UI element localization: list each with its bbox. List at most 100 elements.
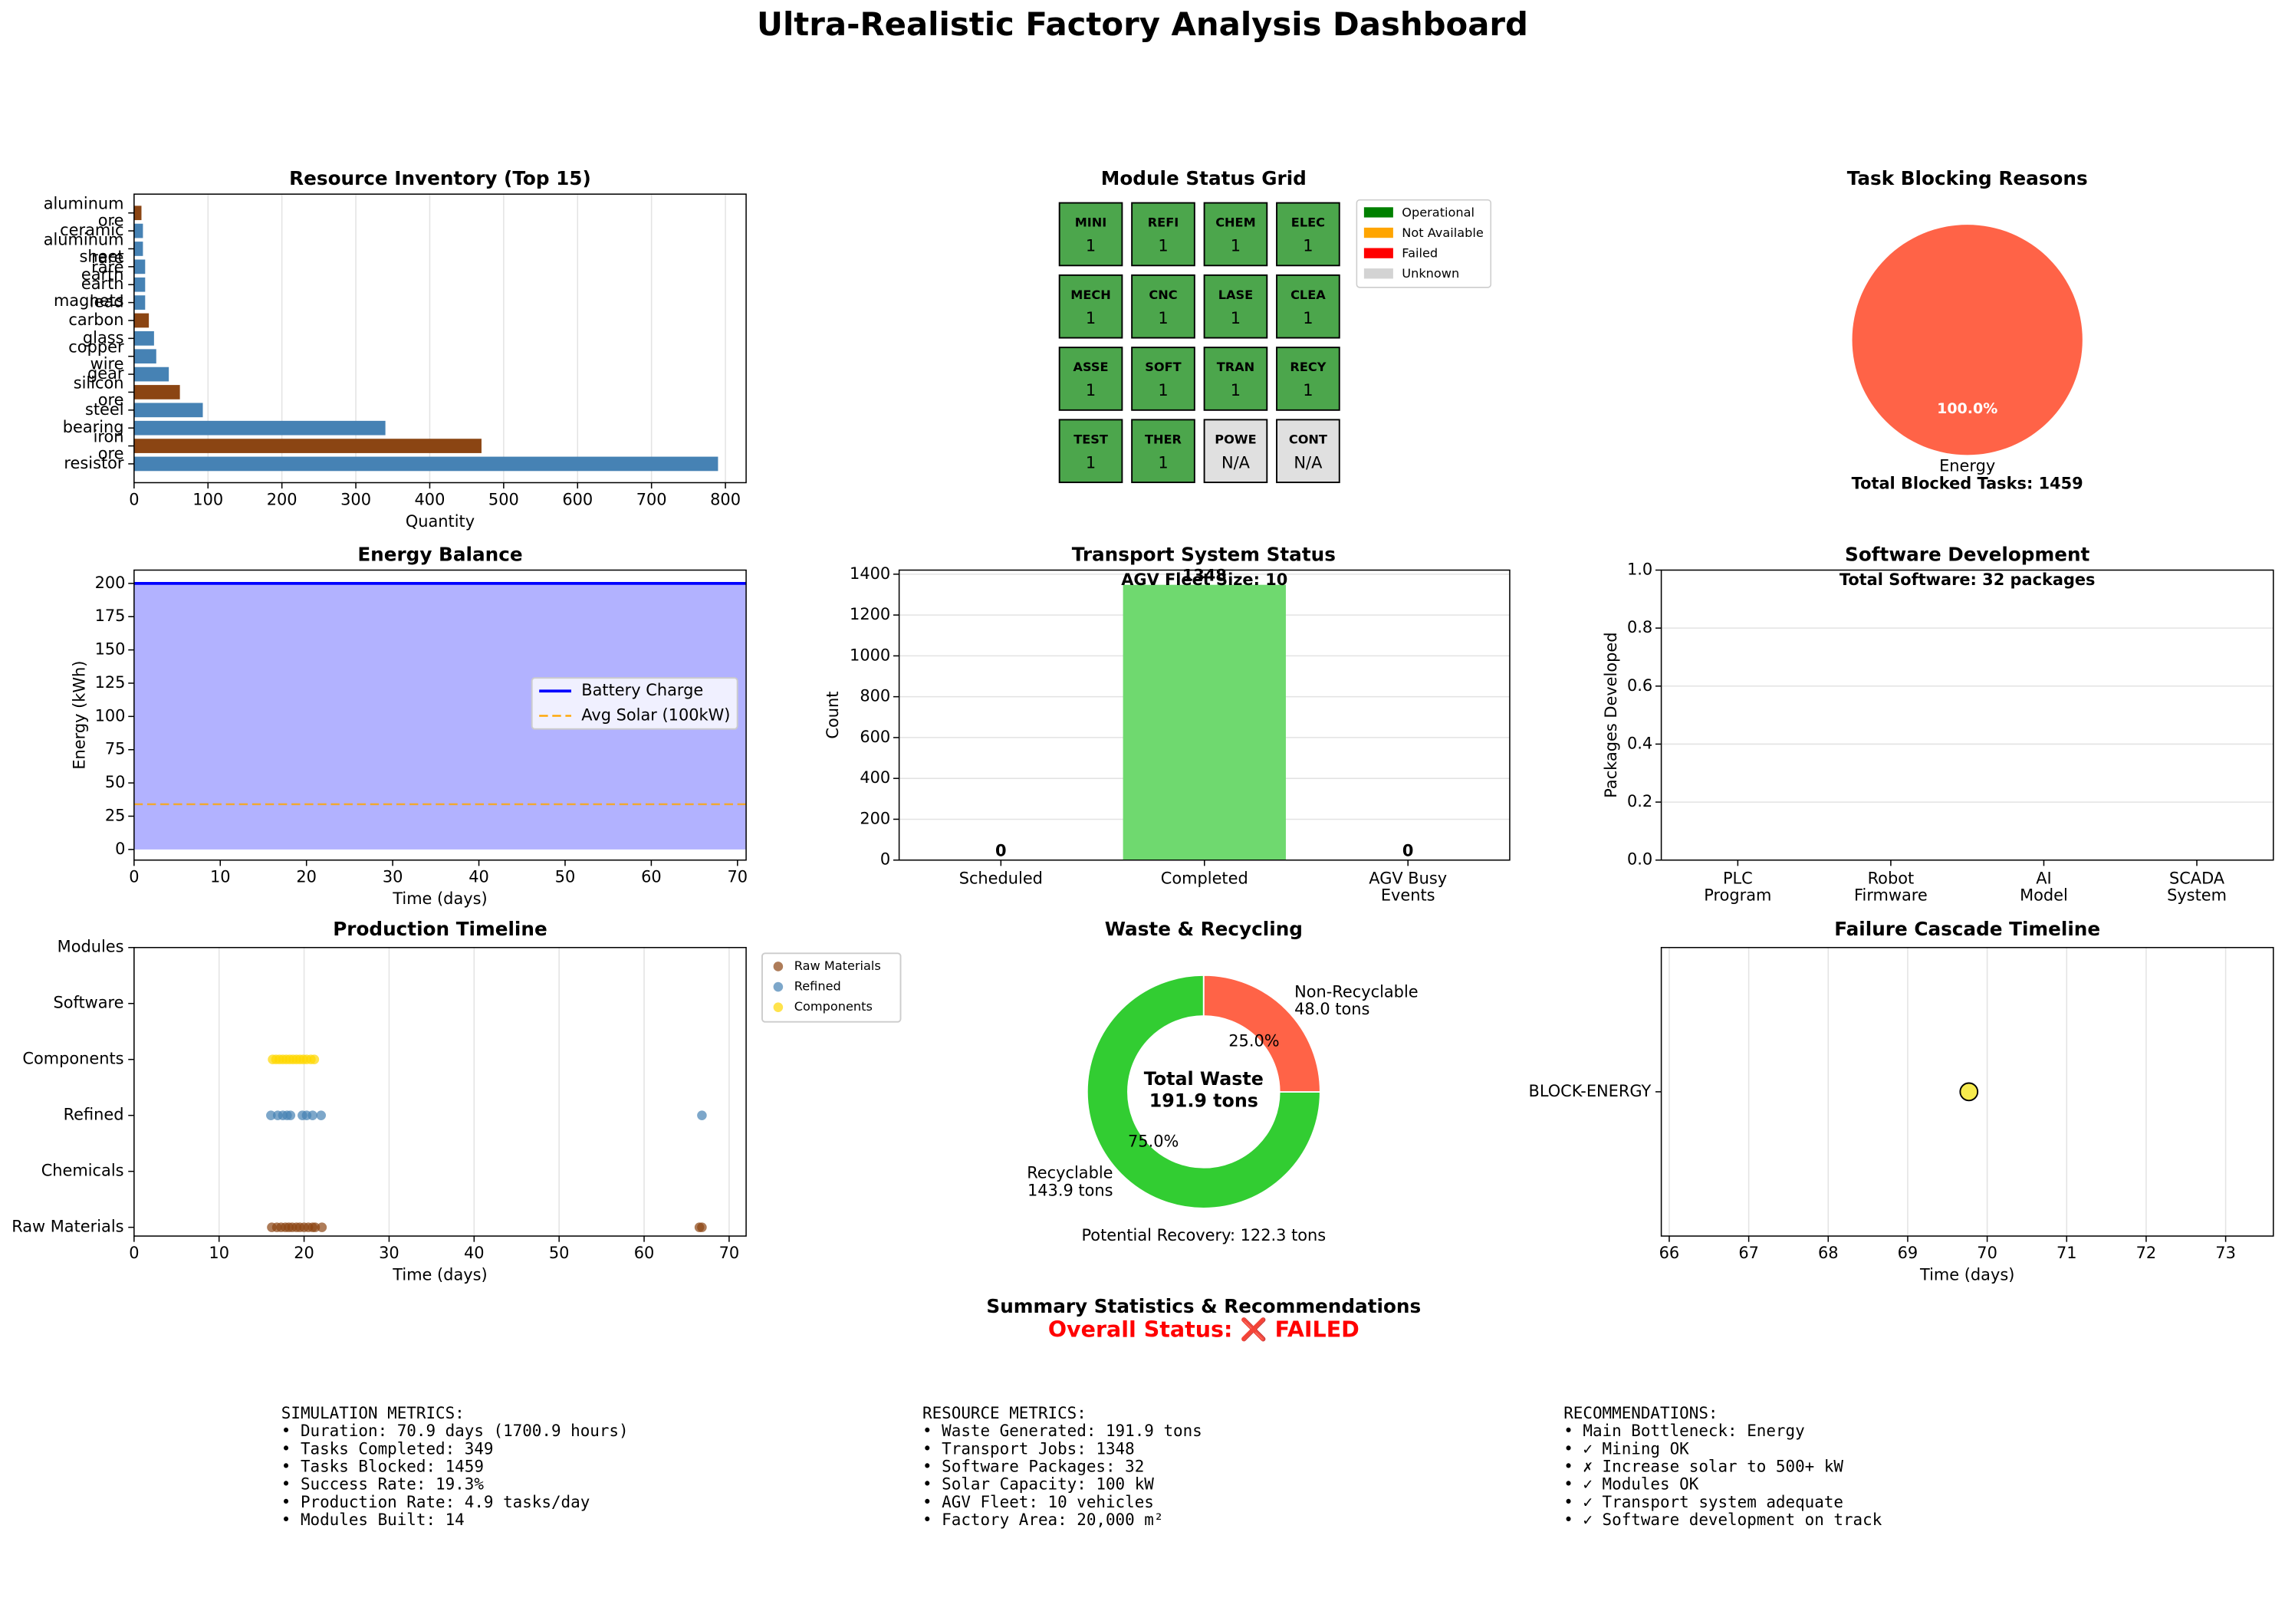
summary-line: • ✓ Software development on track bbox=[1563, 1511, 1882, 1529]
y-tick-label: Software bbox=[53, 994, 123, 1012]
y-tick-label: aluminum sheet bbox=[44, 230, 124, 265]
cell-value: 1 bbox=[1158, 237, 1168, 255]
y-tick-label: 50 bbox=[105, 773, 126, 791]
cell-value: 1 bbox=[1231, 381, 1241, 399]
status-cell bbox=[1203, 419, 1268, 484]
annotation: Total Blocked Tasks: 1459 bbox=[1852, 474, 2083, 492]
y-tick-label: 0.4 bbox=[1627, 734, 1652, 752]
cell-label: CHEM bbox=[1215, 215, 1255, 230]
cell-label: THER bbox=[1145, 432, 1182, 446]
y-tick-label: 800 bbox=[860, 687, 890, 705]
status-cell bbox=[1058, 274, 1123, 339]
chart-title: Failure Cascade Timeline bbox=[1834, 918, 2100, 940]
chart-title: Module Status Grid bbox=[1101, 167, 1307, 189]
cell-value: 1 bbox=[1303, 309, 1313, 327]
point bbox=[697, 1110, 707, 1120]
y-tick-label: 75 bbox=[105, 740, 126, 758]
plot-frame bbox=[133, 193, 747, 484]
chart-title: Waste & Recycling bbox=[1105, 918, 1303, 940]
status-cell bbox=[1058, 347, 1123, 411]
x-tick-label: 700 bbox=[636, 490, 667, 508]
cell-label: ELEC bbox=[1291, 215, 1325, 230]
value-label: 1348 bbox=[1182, 566, 1227, 584]
legend-swatch bbox=[1363, 227, 1393, 238]
chart-title: Software Development bbox=[1845, 544, 2089, 566]
y-tick-label: 125 bbox=[95, 673, 126, 692]
slice-percent-label: 25.0% bbox=[1228, 1031, 1279, 1050]
legend-label: Unknown bbox=[1402, 266, 1459, 281]
bar bbox=[133, 277, 146, 292]
x-tick-label: 10 bbox=[210, 868, 231, 886]
legend-swatch bbox=[773, 962, 784, 971]
cell-value: 1 bbox=[1086, 237, 1096, 255]
summary-line: • ✓ Mining OK bbox=[1563, 1439, 1689, 1458]
y-tick-label: 0.2 bbox=[1627, 792, 1652, 810]
x-tick-label: 30 bbox=[379, 1244, 399, 1262]
summary-line: • Modules Built: 14 bbox=[281, 1511, 465, 1529]
x-tick-label: 0 bbox=[129, 490, 139, 508]
x-tick-label: PLC Program bbox=[1704, 869, 1771, 904]
center-value: 191.9 tons bbox=[1149, 1090, 1258, 1112]
cell-label: SOFT bbox=[1145, 360, 1181, 374]
cell-value: 1 bbox=[1086, 309, 1096, 327]
footer: Potential Recovery: 122.3 tons bbox=[1081, 1226, 1326, 1244]
summary-line: • Software Packages: 32 bbox=[922, 1457, 1144, 1475]
point bbox=[310, 1222, 321, 1232]
x-tick-label: AGV Busy Events bbox=[1369, 869, 1447, 904]
cell-label: REFI bbox=[1148, 215, 1179, 230]
point bbox=[285, 1110, 296, 1120]
cell-label: CNC bbox=[1149, 288, 1177, 302]
chart-title: Production Timeline bbox=[333, 918, 547, 940]
cell-value: 1 bbox=[1086, 453, 1096, 472]
y-tick-label: 150 bbox=[95, 640, 126, 659]
summary-line: • ✓ Transport system adequate bbox=[1563, 1493, 1843, 1511]
bar bbox=[133, 420, 386, 436]
legend-label: Components bbox=[794, 999, 873, 1014]
y-tick-label: 200 bbox=[860, 809, 890, 827]
x-tick-label: 71 bbox=[2056, 1244, 2077, 1262]
cell-value: 1 bbox=[1231, 237, 1241, 255]
cell-value: 1 bbox=[1303, 381, 1313, 399]
x-tick-label: 70 bbox=[719, 1244, 740, 1262]
chart-title: Energy Balance bbox=[357, 544, 522, 566]
y-tick-label: 1000 bbox=[850, 646, 890, 664]
status-cell bbox=[1058, 202, 1123, 267]
y-tick-label: carbon bbox=[68, 311, 123, 329]
y-tick-label: gear bbox=[87, 364, 124, 383]
y-tick-label: 1400 bbox=[850, 564, 890, 583]
status-cell bbox=[1131, 202, 1195, 267]
cell-label: TEST bbox=[1073, 432, 1108, 446]
point bbox=[1959, 1082, 1979, 1102]
y-tick-label: resistor bbox=[64, 454, 124, 472]
summary-line: • Main Bottleneck: Energy bbox=[1563, 1422, 1804, 1440]
donut-slice bbox=[1086, 974, 1321, 1209]
summary-line: • Production Rate: 4.9 tasks/day bbox=[281, 1493, 590, 1511]
summary-line: RESOURCE METRICS: bbox=[922, 1404, 1087, 1422]
summary-line: • AGV Fleet: 10 vehicles bbox=[922, 1493, 1154, 1511]
y-tick-label: 400 bbox=[860, 768, 890, 787]
y-tick-label: rare earth magnets bbox=[54, 258, 124, 310]
x-tick-label: Completed bbox=[1161, 869, 1248, 887]
slice-value-label: 48.0 tons bbox=[1294, 1000, 1369, 1018]
legend-label: Refined bbox=[794, 979, 841, 994]
slice-percent-label: 75.0% bbox=[1128, 1132, 1179, 1150]
x-tick-label: 67 bbox=[1738, 1244, 1759, 1262]
summary-line: • ✗ Increase solar to 500+ kW bbox=[1563, 1457, 1843, 1475]
x-axis-label: Time (days) bbox=[392, 889, 487, 908]
y-tick-label: 0.8 bbox=[1627, 618, 1652, 636]
y-tick-label: BLOCK-ENERGY bbox=[1529, 1082, 1652, 1100]
status-cell bbox=[1131, 419, 1195, 484]
legend-label: Failed bbox=[1402, 246, 1438, 261]
point bbox=[697, 1222, 707, 1232]
x-tick-label: 600 bbox=[562, 490, 593, 508]
point bbox=[309, 1054, 320, 1064]
point bbox=[316, 1110, 327, 1120]
point bbox=[266, 1110, 276, 1120]
y-tick-label: Raw Materials bbox=[12, 1218, 123, 1236]
x-tick-label: SCADA System bbox=[2167, 869, 2227, 904]
legend-label: Operational bbox=[1402, 205, 1475, 219]
center-title: Total Waste bbox=[1144, 1068, 1264, 1090]
x-tick-label: 0 bbox=[129, 1244, 139, 1262]
cell-label: RECY bbox=[1290, 360, 1326, 374]
